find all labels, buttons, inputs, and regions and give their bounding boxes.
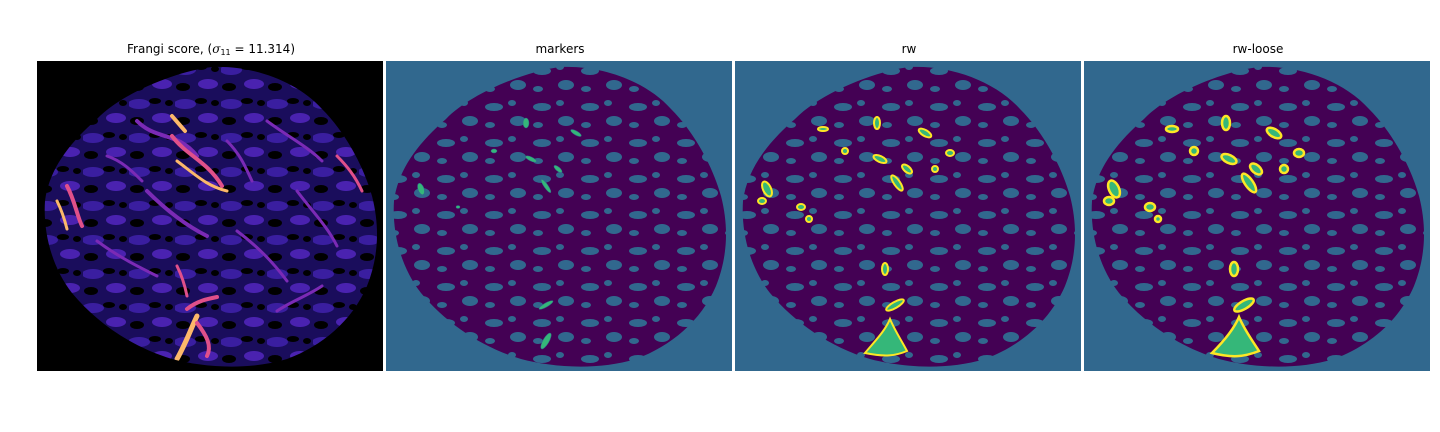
rw-image-svg [735, 61, 1081, 371]
frangi-image [37, 61, 383, 371]
rw-panel: rw [735, 0, 1083, 372]
markers-panel-title: markers [535, 42, 585, 56]
rw-loose-image-svg [1084, 61, 1430, 371]
rw-image [735, 61, 1081, 371]
frangi-panel-title: Frangi score, (σ11 = 11.314) [127, 42, 295, 57]
rw-loose-panel: rw-loose [1084, 0, 1432, 372]
frangi-panel: Frangi score, (σ11 = 11.314) [37, 0, 385, 372]
rw-loose-image [1084, 61, 1430, 371]
rw-panel-title: rw [901, 42, 917, 56]
frangi-image-svg [37, 61, 383, 371]
markers-image [386, 61, 732, 371]
rw-loose-panel-title: rw-loose [1232, 42, 1284, 56]
markers-image-svg [386, 61, 732, 371]
markers-panel: markers [386, 0, 734, 372]
